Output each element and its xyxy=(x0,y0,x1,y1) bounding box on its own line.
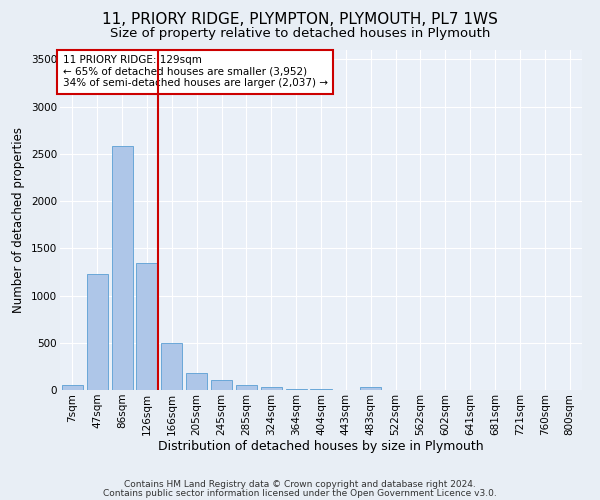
Bar xyxy=(161,343,182,390)
Text: 11, PRIORY RIDGE, PLYMPTON, PLYMOUTH, PL7 1WS: 11, PRIORY RIDGE, PLYMPTON, PLYMOUTH, PL… xyxy=(102,12,498,28)
Bar xyxy=(136,262,158,390)
Text: Contains public sector information licensed under the Open Government Licence v3: Contains public sector information licen… xyxy=(103,488,497,498)
Bar xyxy=(87,274,108,390)
Bar xyxy=(62,386,83,390)
Bar xyxy=(286,388,307,390)
Bar xyxy=(261,387,282,390)
Bar xyxy=(360,387,381,390)
Text: 11 PRIORY RIDGE: 129sqm
← 65% of detached houses are smaller (3,952)
34% of semi: 11 PRIORY RIDGE: 129sqm ← 65% of detache… xyxy=(62,55,328,88)
Bar xyxy=(310,388,332,390)
X-axis label: Distribution of detached houses by size in Plymouth: Distribution of detached houses by size … xyxy=(158,440,484,454)
Bar xyxy=(236,386,257,390)
Text: Contains HM Land Registry data © Crown copyright and database right 2024.: Contains HM Land Registry data © Crown c… xyxy=(124,480,476,489)
Bar xyxy=(112,146,133,390)
Bar xyxy=(186,372,207,390)
Text: Size of property relative to detached houses in Plymouth: Size of property relative to detached ho… xyxy=(110,28,490,40)
Bar xyxy=(211,380,232,390)
Y-axis label: Number of detached properties: Number of detached properties xyxy=(13,127,25,313)
